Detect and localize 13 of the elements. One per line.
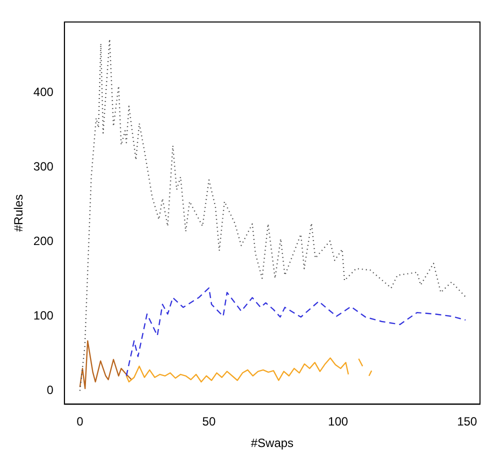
line-series (126, 287, 466, 376)
y-tick-label: 0 (46, 383, 54, 398)
x-tick-label: 100 (328, 414, 348, 429)
line-series (79, 38, 466, 392)
x-tick-label: 150 (457, 414, 478, 429)
y-tick-label: 200 (33, 234, 54, 248)
y-tick-label: 400 (33, 85, 54, 100)
x-tick-label: 0 (76, 414, 84, 429)
x-tick-label: 50 (202, 414, 216, 429)
x-axis-title: #Swaps (250, 436, 294, 450)
y-axis-title: #Rules (12, 194, 26, 232)
y-tick-label: 100 (33, 308, 54, 323)
y-tick-label: 300 (33, 160, 54, 174)
